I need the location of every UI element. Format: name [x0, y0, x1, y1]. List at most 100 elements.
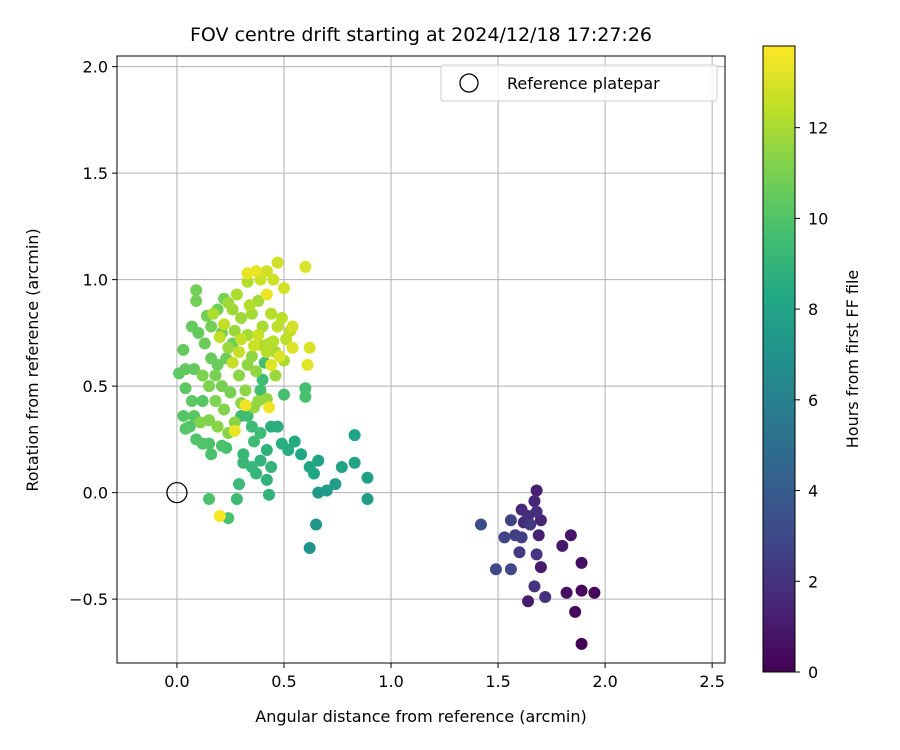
data-point: [194, 416, 207, 429]
data-point: [361, 471, 374, 484]
colorbar-tick-label: 10: [808, 209, 828, 228]
data-point: [198, 337, 211, 350]
data-point: [222, 297, 235, 310]
data-point: [188, 363, 201, 376]
data-point: [239, 399, 252, 412]
data-point: [286, 320, 299, 333]
data-point: [539, 590, 552, 603]
data-point: [218, 318, 231, 331]
data-point: [515, 531, 528, 544]
data-point: [530, 548, 543, 561]
data-point: [277, 282, 290, 295]
data-point: [213, 331, 226, 344]
data-point: [575, 637, 588, 650]
data-point: [228, 424, 241, 437]
colorbar-tick-label: 6: [808, 391, 818, 410]
x-tick-label: 2.5: [699, 672, 724, 691]
data-point: [224, 386, 237, 399]
y-tick-label: 1.5: [83, 164, 108, 183]
y-tick-label: 1.0: [83, 271, 108, 290]
reference-marker-group: [166, 481, 188, 504]
data-point: [528, 580, 541, 593]
data-point: [504, 514, 517, 527]
data-point: [233, 369, 246, 382]
legend-box: [440, 64, 718, 102]
data-point: [233, 478, 246, 491]
data-point: [209, 369, 222, 382]
data-point: [252, 329, 265, 342]
data-point: [489, 563, 502, 576]
data-point: [228, 416, 241, 429]
data-point: [263, 401, 275, 414]
data-point: [348, 456, 361, 469]
data-point: [245, 350, 258, 363]
plot-frame: [116, 55, 726, 664]
data-point: [524, 518, 537, 531]
data-point: [222, 341, 235, 354]
data-point: [269, 369, 282, 382]
colorbar-tick-label: 2: [808, 572, 818, 591]
data-point: [288, 435, 301, 448]
data-point: [263, 488, 275, 501]
data-point: [233, 346, 246, 359]
colorbar-ticks: 0 2 4 6 8 10 12: [795, 119, 828, 682]
data-point: [307, 467, 320, 480]
data-point: [248, 435, 261, 448]
data-point: [190, 284, 203, 297]
data-point: [179, 422, 192, 435]
data-point: [271, 256, 284, 269]
data-point: [243, 299, 256, 312]
y-axis-label: Rotation from reference (arcmin): [23, 228, 42, 491]
y-tick-label: −0.5: [69, 590, 108, 609]
chart-title: FOV centre drift starting at 2024/12/18 …: [190, 24, 652, 46]
data-point: [256, 373, 269, 386]
data-point: [530, 484, 543, 497]
data-point: [254, 426, 267, 439]
data-point: [185, 395, 198, 408]
colorbar-tick-label: 12: [808, 119, 828, 138]
data-point: [213, 510, 226, 523]
data-point: [348, 429, 361, 442]
data-point: [211, 358, 224, 371]
data-point: [310, 518, 323, 531]
legend: Reference platepar: [440, 64, 718, 102]
data-point: [267, 335, 280, 348]
x-axis-label: Angular distance from reference (arcmin): [255, 707, 586, 726]
data-point: [474, 518, 487, 531]
data-point: [588, 586, 601, 599]
data-point: [530, 505, 543, 518]
data-point: [203, 380, 216, 393]
data-point: [254, 384, 267, 397]
data-point: [299, 390, 312, 403]
data-point: [248, 339, 261, 352]
x-tick-label: 0.0: [164, 672, 189, 691]
data-point: [260, 288, 273, 301]
y-tick-label: 0.5: [83, 377, 108, 396]
data-point: [303, 341, 316, 354]
x-tick-label: 1.5: [485, 672, 510, 691]
colorbar-gradient: [763, 46, 795, 672]
data-point: [312, 454, 325, 467]
y-tick-label: 2.0: [83, 58, 108, 77]
colorbar-frame: [762, 45, 796, 673]
data-point: [560, 586, 573, 599]
reference-platepar-marker: [166, 481, 188, 504]
data-point: [207, 307, 220, 320]
data-point: [190, 294, 203, 307]
data-point: [286, 341, 299, 354]
data-point: [250, 265, 263, 278]
x-tick-label: 2.0: [592, 672, 617, 691]
data-point: [215, 439, 228, 452]
y-axis-ticks: −0.5 0.0 0.5 1.0 1.5 2.0: [69, 58, 117, 609]
data-point: [301, 358, 314, 371]
data-point: [209, 395, 222, 408]
data-point: [265, 420, 278, 433]
data-point: [250, 365, 263, 378]
data-point: [211, 420, 224, 433]
data-point: [230, 288, 243, 301]
data-point: [226, 356, 239, 369]
data-point: [235, 311, 248, 324]
data-point: [192, 326, 205, 339]
data-point: [498, 531, 511, 544]
